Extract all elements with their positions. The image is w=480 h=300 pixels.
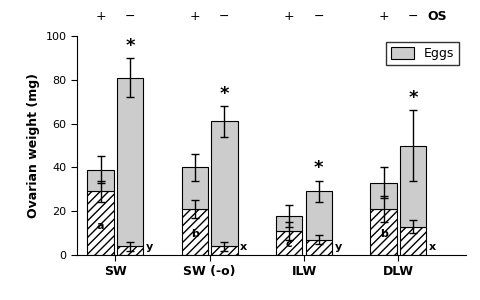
Bar	[371, 209, 396, 255]
Text: −: −	[125, 10, 135, 23]
Text: −: −	[313, 10, 324, 23]
Y-axis label: Ovarian weight (mg): Ovarian weight (mg)	[27, 73, 40, 218]
Bar	[276, 231, 302, 255]
Text: *: *	[408, 89, 418, 107]
Bar	[182, 209, 208, 255]
Text: a: a	[97, 221, 104, 231]
Text: +: +	[190, 10, 200, 23]
Text: y: y	[146, 242, 153, 252]
Text: x: x	[429, 242, 436, 252]
Bar	[117, 78, 143, 246]
Bar	[276, 216, 302, 231]
Text: OS: OS	[428, 10, 447, 23]
Text: y: y	[335, 242, 342, 252]
Bar	[182, 167, 208, 209]
Bar	[306, 191, 332, 240]
Text: +: +	[284, 10, 295, 23]
Bar	[211, 246, 238, 255]
Bar	[400, 226, 426, 255]
Text: +: +	[95, 10, 106, 23]
Text: *: *	[125, 37, 135, 55]
Text: c: c	[286, 239, 292, 249]
Text: *: *	[220, 85, 229, 103]
Bar	[400, 146, 426, 226]
Bar	[87, 191, 114, 255]
Bar	[371, 183, 396, 209]
Text: *: *	[314, 159, 324, 177]
Bar	[117, 246, 143, 255]
Bar	[211, 122, 238, 246]
Text: +: +	[378, 10, 389, 23]
Bar	[87, 169, 114, 191]
Text: −: −	[219, 10, 230, 23]
Legend: Eggs: Eggs	[386, 42, 459, 65]
Text: b: b	[191, 229, 199, 239]
Bar	[306, 240, 332, 255]
Text: x: x	[240, 242, 247, 252]
Text: −: −	[408, 10, 419, 23]
Text: b: b	[380, 229, 387, 239]
